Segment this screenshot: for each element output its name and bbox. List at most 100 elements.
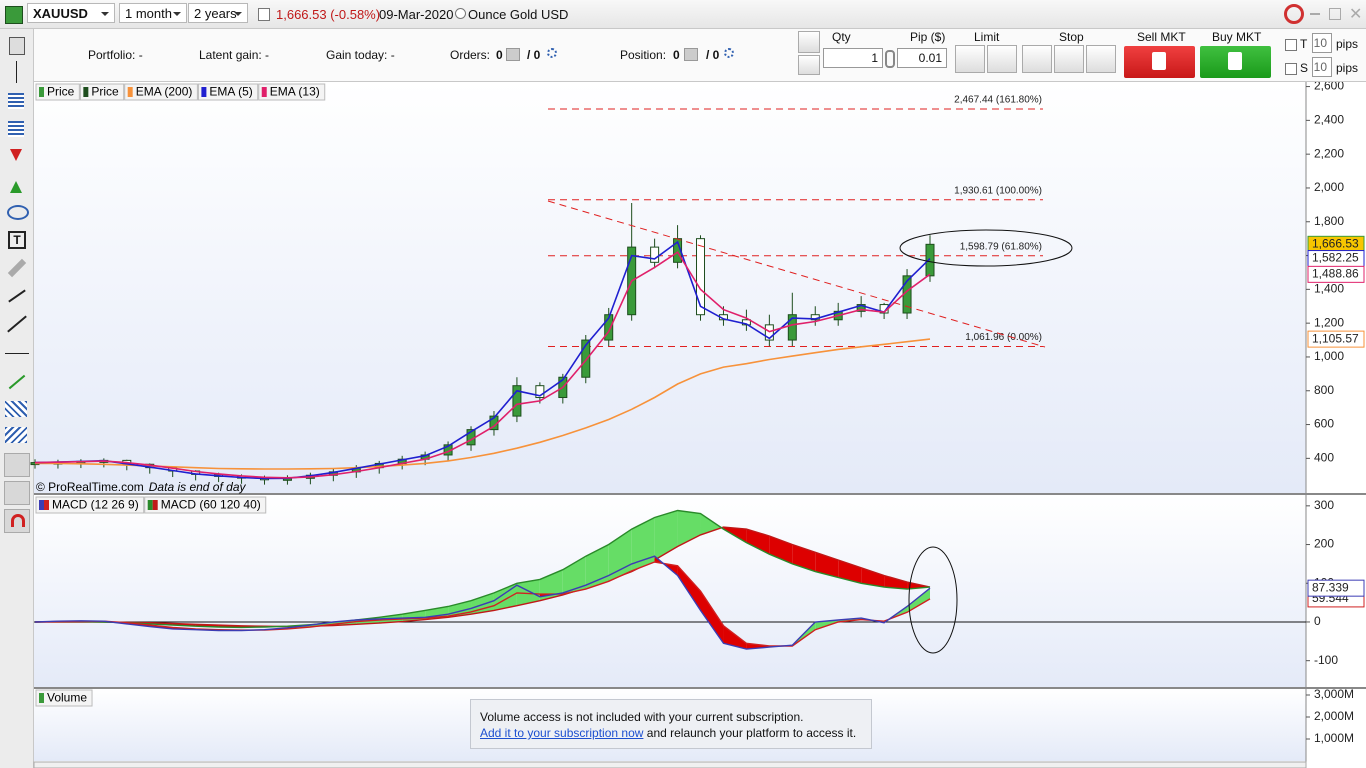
candle-body [535,385,545,399]
macd-line [34,555,931,650]
legend-item [124,83,198,101]
app-icon [5,6,23,24]
tool-text[interactable]: T [8,231,26,249]
tool-zoom[interactable] [4,481,30,505]
notice-text: Volume access is not included with your … [480,710,804,724]
legend-label: Price [91,85,119,99]
stop-label: Stop [1059,30,1084,44]
tool-waves[interactable] [5,401,27,417]
subscription-notice: Volume access is not included with your … [470,699,872,749]
orders-close-icon[interactable] [506,48,520,61]
value-badge-label: 1,105.57 [1312,331,1359,345]
title-bar: XAUUSD 1 month 2 years 1,666.53 (-0.58%)… [0,0,1366,29]
legend-item [197,83,259,101]
stop-button-1[interactable] [1022,45,1052,73]
macd-histogram-band [585,544,609,588]
refresh-button[interactable] [1284,4,1304,24]
range-select[interactable]: 2 years [188,3,248,23]
sell-label: Sell MKT [1137,30,1186,44]
stop-button-3[interactable] [1086,45,1116,73]
position-settings[interactable] [724,48,734,58]
macd-histogram-band [700,591,724,644]
orders-settings[interactable] [547,48,557,58]
subscribe-link[interactable]: Add it to your subscription now [480,726,644,740]
close-button[interactable]: ✕ [1349,6,1363,23]
tool-pointer[interactable] [4,453,30,477]
tool-vline[interactable] [16,61,17,83]
legend-swatch [39,693,44,703]
legend-item [35,496,145,514]
maximize-button[interactable] [1329,8,1341,20]
legend-label: EMA (13) [270,85,320,99]
t-checkbox[interactable] [1285,39,1297,51]
price-axis-area [1306,82,1366,768]
legend-label: MACD (12 26 9) [52,498,139,512]
s-pips-input[interactable]: 10 [1312,57,1332,77]
legend-swatch [39,500,44,510]
s-checkbox[interactable] [1285,63,1297,75]
tool-trash[interactable] [9,37,25,55]
link-icon[interactable] [885,50,895,68]
charts: 4006008001,0001,2001,4001,6001,8002,0002… [30,82,1366,768]
tool-ellipse[interactable] [7,205,29,220]
y-tick-label: -100 [1314,653,1338,667]
buy-label: Buy MKT [1212,30,1262,44]
tool-fib[interactable] [8,93,24,109]
trend-line [547,200,1046,348]
t-label: T [1300,37,1308,51]
tool-hline[interactable] [5,353,29,354]
macd-histogram-band [907,588,930,613]
radio[interactable] [455,8,466,19]
legend-swatch [201,87,207,97]
position-label: Position: [620,48,667,62]
tool-wrench[interactable] [798,31,820,53]
legend-item [35,83,80,101]
tool-sell-arrow[interactable] [10,149,22,167]
y-tick-label: 3,000M [1314,687,1354,701]
tool-magnet[interactable] [4,509,30,533]
value-badge-label: 1,582.25 [1312,251,1359,265]
y-tick-label: 400 [1314,451,1334,465]
macd-histogram-band [746,643,770,650]
time-axis [33,761,1307,768]
s-pips-unit: pips [1336,61,1359,75]
limit-buy-button[interactable] [955,45,985,73]
info-icon[interactable] [258,8,270,21]
pip-input[interactable]: 0.01 [897,48,947,68]
legend-swatch [127,87,133,97]
t-pips-input[interactable]: 10 [1312,33,1332,53]
limit-sell-button[interactable] [987,45,1017,73]
tool-buy-arrow[interactable] [10,175,22,193]
value-badge [1307,330,1365,348]
macd-histogram-band [677,565,701,611]
latent-gain: Latent gain: - [199,48,270,62]
drawing-toolbar: T [0,29,34,768]
value-badge [1307,579,1365,597]
period-select[interactable]: 1 month [119,3,187,23]
tool-abc[interactable] [5,427,27,443]
position-close-icon[interactable] [684,48,698,61]
buy-market-button[interactable] [1200,46,1271,78]
legend-label: Price [47,85,75,99]
tool-keypad[interactable] [798,55,820,75]
macd-histogram-band [746,529,770,555]
y-tick-label: 200 [1314,537,1334,551]
macd-histogram-band [792,544,816,572]
macd-histogram-band [654,510,678,561]
value-badge-label: 87.339 [1312,580,1349,594]
stop-button-2[interactable] [1054,45,1084,73]
symbol-select[interactable]: XAUUSD [27,3,115,23]
candle-body [512,385,522,417]
candle-body [696,238,706,316]
minimize-button[interactable] [1310,13,1320,15]
qty-label: Qty [832,30,851,44]
sell-market-button[interactable] [1124,46,1195,78]
y-tick-label: 2,000 [1314,180,1344,194]
tool-fan[interactable] [8,121,24,137]
macd-histogram-band [884,575,908,590]
qty-input[interactable]: 1 [823,48,883,68]
data-note: Data is end of day [149,480,247,494]
fib-label: 1,930.61 (100.00%) [954,185,1042,196]
macd-histogram-band [861,567,885,588]
legend-swatch [83,87,89,97]
